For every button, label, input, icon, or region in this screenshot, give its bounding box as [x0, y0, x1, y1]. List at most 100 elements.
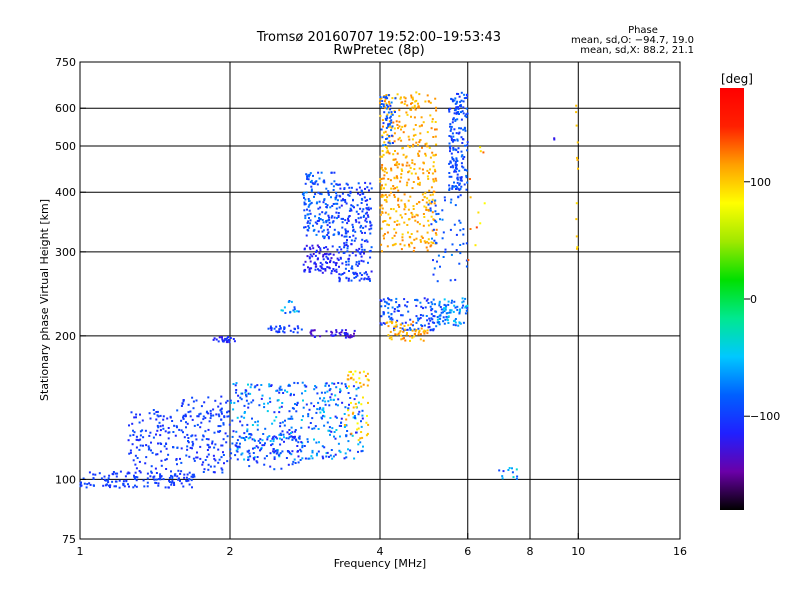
- data-point: [352, 378, 355, 381]
- data-point: [333, 382, 336, 385]
- data-point: [386, 147, 388, 150]
- data-point: [390, 126, 393, 129]
- data-point: [192, 407, 195, 410]
- data-point: [313, 195, 315, 198]
- data-point: [414, 100, 417, 103]
- data-point: [303, 445, 306, 447]
- data-point: [141, 429, 144, 432]
- data-point: [127, 471, 130, 474]
- data-point: [432, 273, 435, 276]
- data-point: [82, 477, 85, 480]
- data-point: [335, 194, 338, 197]
- data-point: [387, 123, 390, 126]
- data-point: [352, 411, 355, 414]
- data-point: [310, 190, 313, 193]
- data-point: [308, 246, 311, 249]
- data-point: [304, 203, 307, 206]
- data-point: [449, 135, 452, 138]
- data-point: [431, 151, 434, 154]
- data-point: [453, 139, 456, 142]
- data-point: [88, 482, 91, 485]
- data-point: [195, 456, 198, 459]
- data-point: [453, 181, 455, 184]
- data-point: [462, 157, 465, 160]
- data-point: [347, 409, 349, 412]
- data-point: [338, 332, 341, 335]
- data-point: [346, 250, 349, 253]
- data-point: [333, 431, 336, 433]
- data-point: [322, 407, 325, 410]
- data-point: [575, 111, 578, 114]
- data-point: [360, 255, 363, 258]
- data-point: [388, 224, 390, 227]
- data-point: [301, 446, 304, 449]
- data-point: [460, 176, 463, 179]
- data-point: [426, 332, 429, 335]
- data-point: [366, 240, 369, 243]
- data-point: [215, 338, 218, 341]
- data-point: [575, 104, 578, 107]
- data-point: [444, 318, 447, 321]
- data-point: [430, 202, 433, 205]
- data-point: [383, 131, 385, 134]
- data-point: [410, 323, 413, 326]
- data-point: [399, 330, 402, 333]
- data-point: [423, 297, 426, 300]
- data-point: [243, 412, 246, 414]
- data-point: [135, 467, 138, 470]
- data-point: [370, 227, 373, 230]
- data-point: [207, 412, 210, 415]
- data-point: [424, 241, 427, 244]
- data-point: [238, 445, 241, 448]
- data-point: [459, 221, 462, 224]
- data-point: [463, 168, 466, 171]
- data-point: [359, 252, 362, 255]
- data-point: [448, 135, 451, 137]
- data-point: [404, 97, 407, 100]
- data-point: [279, 385, 282, 388]
- data-point: [360, 259, 363, 262]
- data-point: [381, 177, 384, 180]
- data-point: [322, 258, 325, 261]
- data-point: [336, 202, 339, 205]
- data-point: [417, 144, 419, 147]
- data-point: [305, 385, 308, 388]
- data-point: [370, 207, 372, 210]
- data-point: [345, 235, 348, 238]
- data-point: [308, 204, 311, 207]
- data-point: [319, 249, 322, 252]
- data-point: [411, 213, 414, 216]
- data-point: [226, 415, 229, 418]
- data-point: [283, 328, 286, 330]
- data-point: [192, 400, 195, 403]
- data-point: [417, 152, 419, 155]
- data-point: [460, 185, 463, 188]
- data-point: [336, 257, 339, 260]
- data-point: [365, 271, 367, 274]
- data-point: [251, 438, 254, 441]
- data-point: [460, 118, 463, 121]
- data-point: [316, 244, 319, 247]
- data-point: [431, 229, 434, 232]
- data-point: [323, 397, 326, 400]
- data-point: [307, 220, 310, 223]
- data-point: [276, 389, 279, 392]
- data-point: [442, 256, 445, 258]
- data-point: [365, 421, 368, 424]
- data-point: [439, 265, 441, 268]
- data-point: [325, 246, 328, 249]
- data-point: [435, 106, 437, 109]
- data-point: [445, 312, 448, 315]
- data-point: [122, 480, 125, 483]
- data-point: [389, 191, 392, 194]
- data-point: [330, 334, 333, 337]
- data-point: [297, 455, 300, 458]
- data-point: [443, 310, 446, 313]
- data-point: [434, 170, 437, 173]
- data-point: [318, 177, 321, 180]
- data-point: [348, 403, 350, 406]
- data-point: [322, 221, 325, 224]
- data-point: [335, 416, 338, 419]
- data-point: [364, 181, 367, 184]
- data-point: [132, 486, 135, 489]
